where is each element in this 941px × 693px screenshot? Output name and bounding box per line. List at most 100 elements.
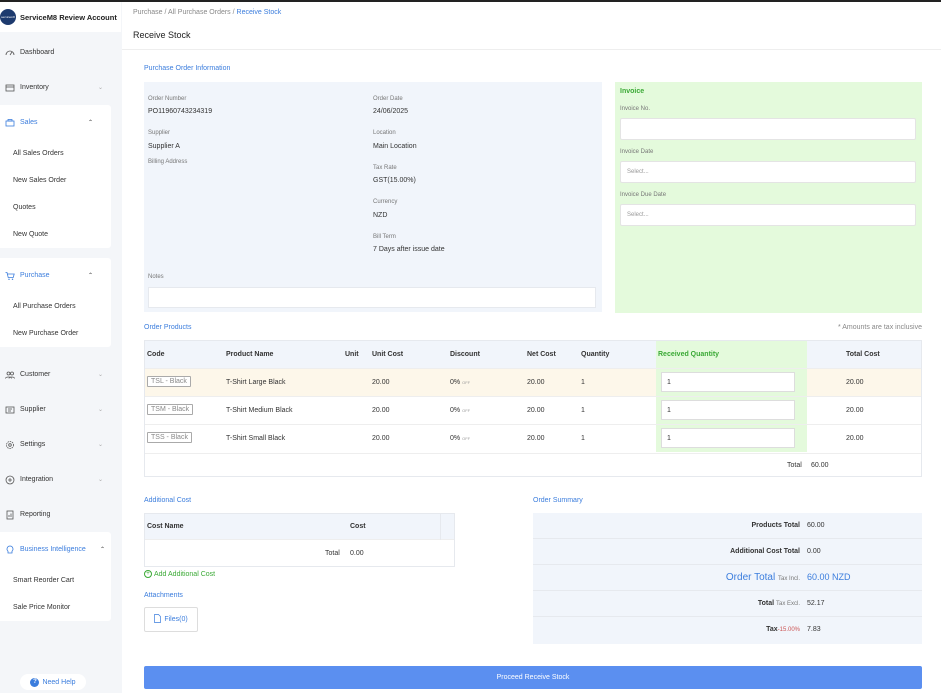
bi-group: Business Intelligence ⌃ Smart Reorder Ca… <box>0 532 111 621</box>
po-info-panel: Order Number PO11960743234319 Supplier S… <box>144 82 602 312</box>
page-header: Purchase / All Purchase Orders / Receive… <box>122 2 941 50</box>
file-icon <box>154 614 162 625</box>
col-code: Code <box>147 351 165 358</box>
sidebar-item-label: Purchase <box>20 272 50 279</box>
currency-value: NZD <box>373 212 388 219</box>
total-cost: 20.00 <box>846 435 864 442</box>
col-received-quantity: Received Quantity <box>658 351 720 358</box>
invoice-date-picker[interactable]: Select... <box>620 161 916 183</box>
top-bar <box>0 0 941 2</box>
chevron-down-icon: ⌄ <box>97 442 103 448</box>
sidebar-item-inventory[interactable]: Inventory ⌄ <box>0 70 121 105</box>
unit-cost: 20.00 <box>372 435 390 442</box>
invoice-no-input[interactable] <box>620 118 916 140</box>
sidebar-item-label: Integration <box>20 476 54 483</box>
table-header: Cost Name Cost <box>145 514 454 540</box>
page-title: Receive Stock <box>133 30 191 40</box>
files-label: Files(0) <box>164 616 188 623</box>
sidebar-item-integration[interactable]: Integration ⌄ <box>0 462 121 497</box>
additional-cost-total-label: Additional Cost Total <box>730 548 800 555</box>
breadcrumb-all-purchase-orders[interactable]: All Purchase Orders <box>168 9 231 16</box>
sidebar-subitem-new-quote[interactable]: New Quote <box>13 231 49 238</box>
col-cost: Cost <box>350 523 366 530</box>
received-column-bg <box>656 341 807 368</box>
location-label: Location <box>373 130 396 136</box>
table-row: TSS - Black T-Shirt Small Black 20.00 0%… <box>145 424 921 452</box>
inventory-icon <box>5 83 15 93</box>
po-info-title: Purchase Order Information <box>144 65 231 72</box>
tax-suffix: -15.00% <box>777 627 800 633</box>
sidebar-item-settings[interactable]: Settings ⌄ <box>0 427 121 462</box>
location-value: Main Location <box>373 143 417 150</box>
order-number-value: PO11960743234319 <box>148 108 213 115</box>
add-additional-cost-button[interactable]: + Add Additional Cost <box>144 570 215 578</box>
reporting-icon <box>5 510 15 520</box>
summary-row-tax: Tax-15.00% 7.83 <box>533 617 922 643</box>
product-name: T-Shirt Small Black <box>226 435 286 442</box>
files-button[interactable]: Files(0) <box>144 607 198 632</box>
sidebar-subitem-new-sales-order[interactable]: New Sales Order <box>13 177 67 184</box>
sidebar-subitem-new-purchase-order[interactable]: New Purchase Order <box>13 330 79 337</box>
proceed-receive-stock-button[interactable]: Proceed Receive Stock <box>144 666 922 689</box>
chevron-down-icon: ⌄ <box>97 85 103 91</box>
brand-name: ServiceM8 Review Account <box>20 12 117 22</box>
invoice-panel: Invoice Invoice No. Invoice Date Select.… <box>615 82 922 313</box>
need-help-label: Need Help <box>42 678 76 686</box>
order-total-suffix: Tax Incl. <box>777 576 800 582</box>
col-discount: Discount <box>450 351 480 358</box>
quantity-link[interactable]: 1 <box>581 379 585 386</box>
sidebar-item-customer[interactable]: Customer ⌄ <box>0 357 121 392</box>
invoice-title: Invoice <box>620 88 645 95</box>
quantity-link[interactable]: 1 <box>581 407 585 414</box>
received-quantity-input[interactable]: 1 <box>661 400 795 420</box>
tax-label: Tax-15.00% <box>766 626 800 633</box>
received-quantity-input[interactable]: 1 <box>661 428 795 448</box>
sidebar-item-reporting[interactable]: Reporting <box>0 497 121 532</box>
sidebar-subitem-all-purchase-orders[interactable]: All Purchase Orders <box>13 303 76 310</box>
sidebar-item-supplier[interactable]: Supplier ⌄ <box>0 392 121 427</box>
order-total-value: 60.00 NZD <box>807 572 851 582</box>
order-date-value: 24/06/2025 <box>373 108 409 115</box>
additional-cost-total-value: 0.00 <box>807 548 821 555</box>
chevron-up-icon: ⌃ <box>99 547 105 553</box>
chevron-down-icon: ⌄ <box>97 372 103 378</box>
col-total-cost: Total Cost <box>846 351 880 358</box>
products-total-value: 60.00 <box>811 462 829 469</box>
summary-row-products-total: Products Total 60.00 <box>533 513 922 539</box>
total-excl-label: Total Tax Excl. <box>758 600 800 607</box>
sidebar-subitem-smart-reorder-cart[interactable]: Smart Reorder Cart <box>13 577 75 584</box>
sidebar-item-business-intelligence[interactable]: Business Intelligence ⌃ <box>0 532 111 567</box>
order-date-label: Order Date <box>373 96 403 102</box>
breadcrumb-purchase[interactable]: Purchase <box>133 9 163 16</box>
total-excl-label-text: Total <box>757 600 775 607</box>
discount-off-label: OFF <box>462 380 471 385</box>
currency-label: Currency <box>373 199 398 205</box>
products-total-label: Products Total <box>751 522 800 529</box>
breadcrumb: Purchase / All Purchase Orders / Receive… <box>133 9 281 16</box>
discount: 0% OFF <box>450 407 470 414</box>
order-products-title: Order Products <box>144 324 192 331</box>
dashboard-icon <box>5 48 15 58</box>
invoice-due-date-picker[interactable]: Select... <box>620 204 916 226</box>
table-row: TSL - Black T-Shirt Large Black 20.00 0%… <box>145 368 921 396</box>
sidebar-item-label: Customer <box>20 371 51 378</box>
sidebar-subitem-all-sales-orders[interactable]: All Sales Orders <box>13 150 64 157</box>
need-help-button[interactable]: ? Need Help <box>20 674 86 690</box>
order-summary-panel: Products Total 60.00 Additional Cost Tot… <box>533 513 922 644</box>
additional-cost-total-value: 0.00 <box>350 550 364 557</box>
quantity-link[interactable]: 1 <box>581 435 585 442</box>
sidebar-subitem-sale-price-monitor[interactable]: Sale Price Monitor <box>13 604 71 611</box>
notes-field[interactable] <box>148 287 596 308</box>
unit-cost: 20.00 <box>372 407 390 414</box>
received-quantity-input[interactable]: 1 <box>661 372 795 392</box>
sidebar-item-dashboard[interactable]: Dashboard <box>0 35 121 70</box>
sidebar-item-sales[interactable]: Sales ⌃ <box>0 105 111 140</box>
sidebar-subitem-quotes[interactable]: Quotes <box>13 204 36 211</box>
summary-row-order-total: Order Total Tax Incl. 60.00 NZD <box>533 565 922 591</box>
customer-icon <box>5 370 15 380</box>
order-number-label: Order Number <box>148 96 187 102</box>
sidebar-item-label: Supplier <box>20 406 46 413</box>
brand[interactable]: servicem8 ServiceM8 Review Account <box>0 2 121 32</box>
net-cost: 20.00 <box>527 407 545 414</box>
sidebar-item-purchase[interactable]: Purchase ⌃ <box>0 258 111 293</box>
